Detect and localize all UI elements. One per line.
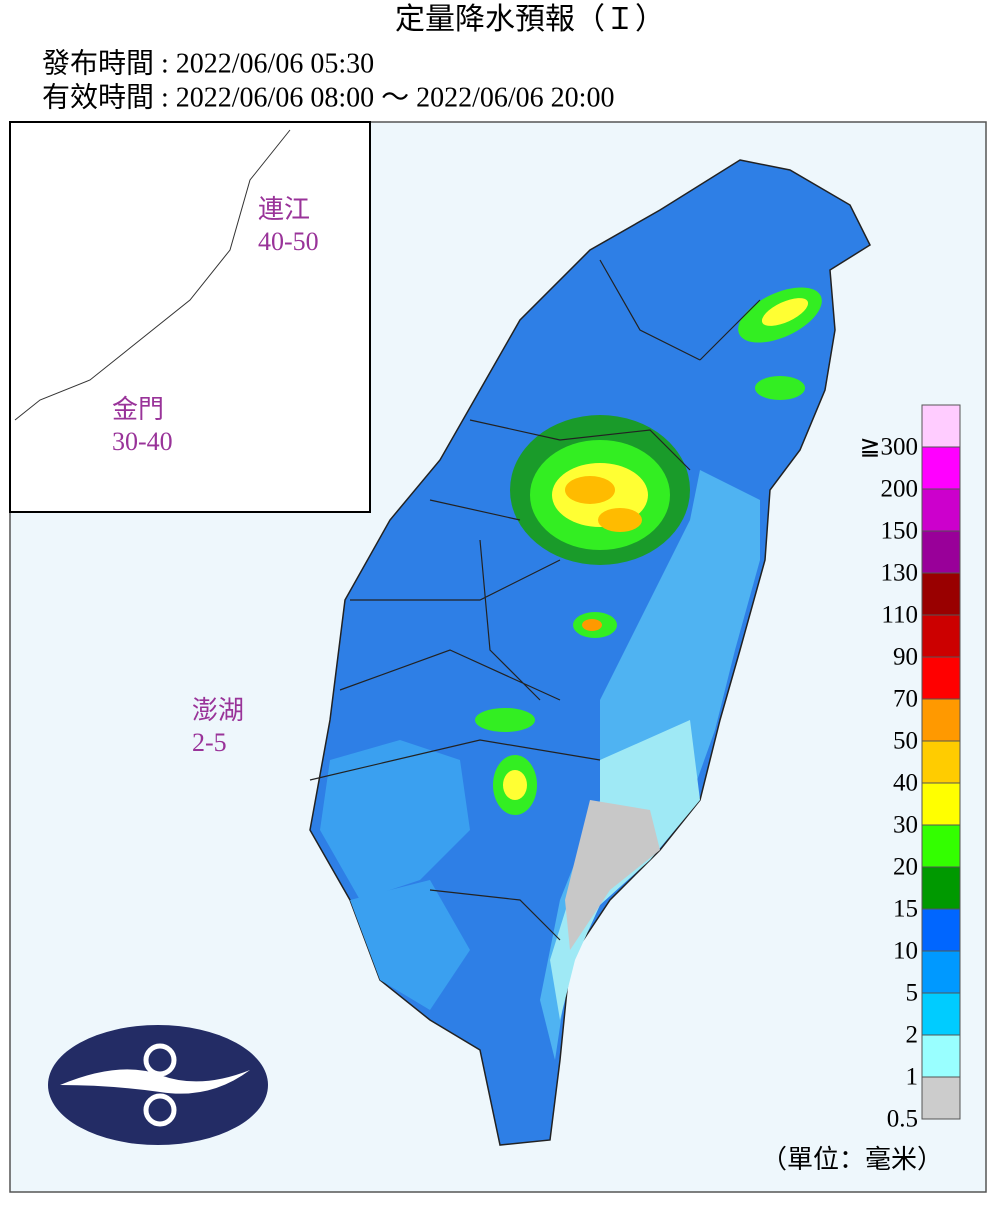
legend-label: 0.5	[887, 1106, 918, 1133]
legend-label: 1	[906, 1064, 919, 1091]
title: 定量降水預報（Ｉ）	[395, 3, 665, 36]
legend-label: 110	[881, 602, 918, 629]
legend-label: 10	[893, 938, 918, 965]
region-range: 40-50	[258, 227, 319, 256]
legend-label: 150	[881, 518, 919, 545]
coastline	[14, 129, 291, 421]
legend-swatch	[921, 404, 961, 448]
legend-label: 90	[893, 644, 918, 671]
unit-label: （單位：毫米）	[761, 1145, 943, 1174]
legend-swatch	[921, 446, 961, 490]
region-labels: 連江 40-50 金門 30-40 澎湖 2-5	[112, 195, 319, 757]
legend-swatch	[921, 656, 961, 700]
region-name: 澎湖	[192, 696, 244, 725]
legend-label: 40	[893, 770, 918, 797]
legend-swatch	[921, 950, 961, 994]
legend-label: 2	[906, 1022, 919, 1049]
legend-label: 30	[893, 812, 918, 839]
legend-swatch	[921, 614, 961, 658]
legend-swatch	[921, 908, 961, 952]
inset-box	[9, 121, 371, 513]
legend-swatch	[921, 1076, 961, 1120]
legend-swatch	[921, 1034, 961, 1078]
region-name: 金門	[112, 395, 164, 424]
legend-swatch	[921, 572, 961, 616]
taiwan	[309, 159, 871, 1146]
legend-swatch	[921, 488, 961, 532]
legend-swatch	[921, 530, 961, 574]
region-name: 連江	[258, 195, 310, 224]
legend-label: 70	[893, 686, 918, 713]
region-range: 2-5	[192, 728, 227, 757]
legend-label: 20	[893, 854, 918, 881]
legend-swatch	[921, 866, 961, 910]
issued-time: 發布時間 : 2022/06/06 05:30	[42, 47, 374, 79]
legend-swatch	[921, 824, 961, 868]
legend-swatch	[921, 782, 961, 826]
region-range: 30-40	[112, 427, 173, 456]
legend-swatch	[921, 698, 961, 742]
legend-label: 50	[893, 728, 918, 755]
legend: ≧300 200 150 130 110 90 70 50 40 30 20 15 10 5 2 1 0.5	[860, 404, 961, 1133]
legend-label: ≧300	[860, 434, 918, 461]
legend-label: 130	[881, 560, 919, 587]
legend-swatch	[921, 992, 961, 1036]
logo	[48, 1025, 268, 1145]
legend-label: 15	[893, 896, 918, 923]
valid-time: 有效時間 : 2022/06/06 08:00 ～ 2022/06/06 20:…	[42, 81, 614, 113]
legend-label: 5	[906, 980, 919, 1007]
legend-swatch	[921, 740, 961, 784]
legend-label: 200	[881, 476, 919, 503]
